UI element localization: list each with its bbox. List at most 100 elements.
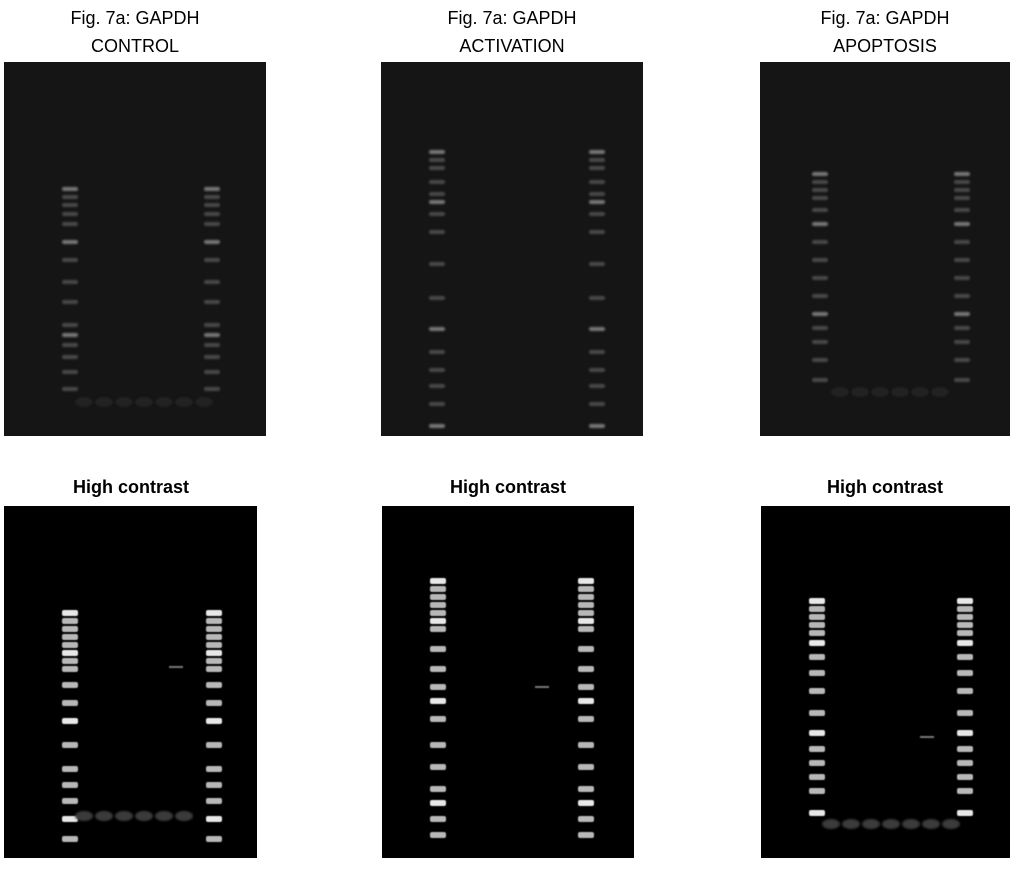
gel-band	[809, 760, 825, 766]
gel-band	[206, 718, 222, 724]
gel-band	[578, 646, 594, 652]
gel-band	[812, 180, 828, 184]
gel-band	[578, 684, 594, 690]
gel-band	[957, 598, 973, 604]
gel-band	[206, 658, 222, 664]
gel-band	[429, 350, 445, 354]
gel-smear	[942, 819, 960, 829]
gel-band	[430, 764, 446, 770]
gel-band	[589, 402, 605, 406]
gel-smear	[75, 811, 93, 821]
gel-band	[957, 810, 973, 816]
gel-band	[578, 626, 594, 632]
gel-band	[589, 350, 605, 354]
gel-band	[957, 774, 973, 780]
gel-band	[429, 368, 445, 372]
gel-band	[809, 622, 825, 628]
gel-band	[954, 258, 970, 262]
gel-band	[578, 594, 594, 600]
gel-band	[429, 230, 445, 234]
gel-band	[578, 578, 594, 584]
gel-band	[812, 276, 828, 280]
gel-smear	[115, 811, 133, 821]
gel-band	[206, 642, 222, 648]
panel-title: Fig. 7a: GAPDH	[70, 8, 199, 28]
gel-band	[578, 816, 594, 822]
gel-band	[812, 222, 828, 226]
gel-band	[957, 788, 973, 794]
gel-band	[578, 716, 594, 722]
gel-band	[957, 710, 973, 716]
gel-smear	[155, 397, 173, 407]
gel-band	[62, 742, 78, 748]
gel-band	[62, 203, 78, 207]
gel-smear	[135, 397, 153, 407]
gel-band	[429, 384, 445, 388]
gel-band	[589, 296, 605, 300]
gel-band	[206, 618, 222, 624]
gel-band	[589, 200, 605, 204]
gel-band	[589, 327, 605, 331]
gel-band	[812, 358, 828, 362]
gel-spot	[920, 736, 934, 738]
gel-band	[589, 368, 605, 372]
gel-band	[206, 626, 222, 632]
gel-band	[62, 300, 78, 304]
gel-band	[206, 836, 222, 842]
gel-band	[809, 746, 825, 752]
gel-band	[812, 188, 828, 192]
gel-band	[62, 258, 78, 262]
gel-band	[62, 222, 78, 226]
gel-band	[62, 666, 78, 672]
gel-figure: Fig. 7a: GAPDHCONTROLFig. 7a: GAPDHACTIV…	[0, 0, 1018, 878]
gel-smear	[95, 811, 113, 821]
panel-title: CONTROL	[91, 36, 179, 56]
gel-band	[204, 280, 220, 284]
gel-band	[429, 200, 445, 204]
gel-smear	[195, 397, 213, 407]
gel-image	[761, 506, 1010, 858]
gel-band	[430, 594, 446, 600]
gel-band	[578, 764, 594, 770]
gel-band	[589, 230, 605, 234]
gel-band	[206, 798, 222, 804]
gel-band	[578, 800, 594, 806]
gel-band	[430, 698, 446, 704]
gel-band	[204, 212, 220, 216]
gel-band	[206, 666, 222, 672]
gel-band	[206, 610, 222, 616]
gel-band	[809, 640, 825, 646]
figure: Fig. 7a: GAPDHCONTROLFig. 7a: GAPDHACTIV…	[0, 0, 1018, 878]
gel-band	[204, 355, 220, 359]
gel-band	[430, 646, 446, 652]
gel-band	[578, 586, 594, 592]
gel-image	[760, 62, 1010, 436]
gel-smear	[95, 397, 113, 407]
gel-band	[809, 630, 825, 636]
contrast-label: High contrast	[450, 477, 566, 497]
gel-band	[809, 810, 825, 816]
contrast-label: High contrast	[73, 477, 189, 497]
gel-band	[430, 716, 446, 722]
gel-band	[430, 578, 446, 584]
gel-band	[812, 196, 828, 200]
gel-band	[954, 378, 970, 382]
gel-smear	[175, 811, 193, 821]
gel-band	[589, 384, 605, 388]
gel-smear	[871, 387, 889, 397]
gel-band	[954, 276, 970, 280]
gel-band	[809, 598, 825, 604]
gel-band	[812, 312, 828, 316]
gel-band	[204, 333, 220, 337]
gel-band	[954, 222, 970, 226]
gel-band	[62, 642, 78, 648]
gel-smear	[175, 397, 193, 407]
gel-band	[429, 262, 445, 266]
gel-band	[206, 816, 222, 822]
gel-image	[381, 62, 643, 436]
gel-band	[957, 760, 973, 766]
gel-band	[62, 343, 78, 347]
gel-band	[589, 192, 605, 196]
gel-smear	[862, 819, 880, 829]
gel-band	[62, 333, 78, 337]
